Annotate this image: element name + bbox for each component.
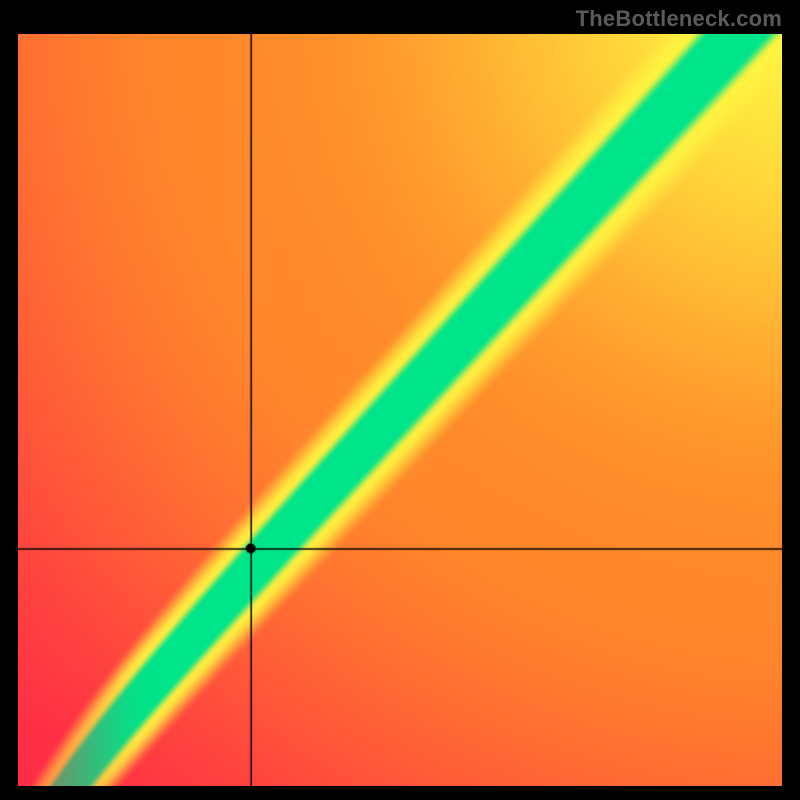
bottleneck-heatmap [18, 34, 782, 786]
chart-container: TheBottleneck.com [0, 0, 800, 800]
plot-area [18, 34, 782, 786]
watermark-text: TheBottleneck.com [576, 6, 782, 32]
